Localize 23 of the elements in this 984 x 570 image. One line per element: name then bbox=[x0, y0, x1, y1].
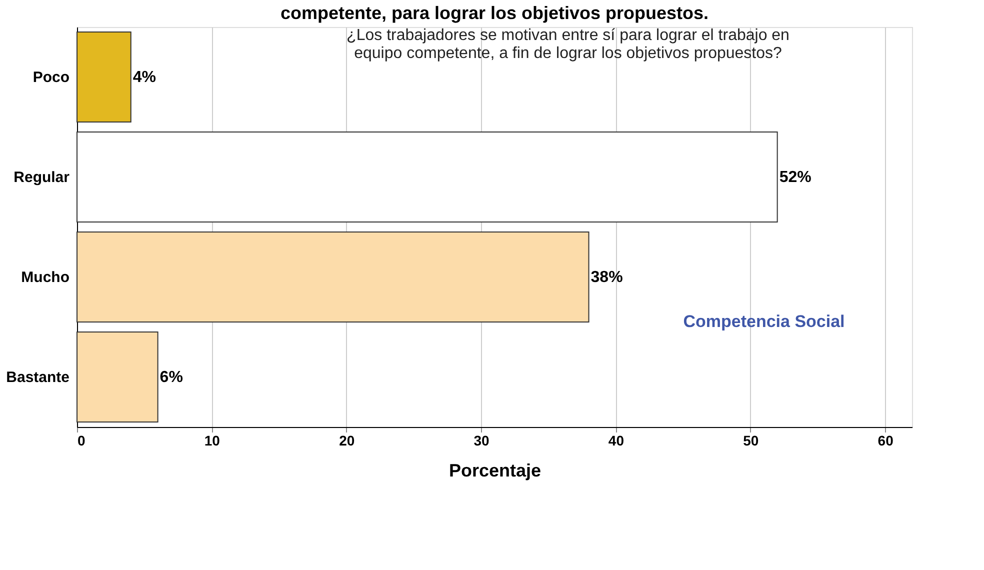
bar bbox=[76, 132, 778, 222]
bar bbox=[76, 232, 590, 322]
x-tick-label: 50 bbox=[743, 432, 759, 448]
y-tick-label: Mucho bbox=[21, 269, 70, 286]
data-label: 52% bbox=[779, 169, 812, 186]
data-label: 4% bbox=[132, 69, 156, 86]
x-tick-label: 30 bbox=[474, 432, 490, 448]
bar bbox=[76, 32, 132, 122]
y-tick-label: Poco bbox=[32, 69, 70, 86]
y-tick-label: Bastante bbox=[6, 369, 70, 386]
x-tick-label: 0 bbox=[78, 432, 86, 448]
data-label: 38% bbox=[590, 269, 623, 286]
x-tick-label: 10 bbox=[204, 432, 220, 448]
x-tick-label: 40 bbox=[608, 432, 624, 448]
x-axis-title: Porcentaje bbox=[448, 460, 542, 480]
annotation: ¿Los trabajadores se motivan entre sí para lograr el trabajo en equipo competente, a fin de lograr los objetivos propuestos? bbox=[346, 27, 790, 62]
annotation: Competencia Social bbox=[683, 312, 845, 331]
chart-title: competente, para lograr los objetivos propuestos. bbox=[280, 3, 709, 23]
data-label: 6% bbox=[160, 369, 183, 386]
bar bbox=[76, 332, 158, 422]
x-tick-label: 60 bbox=[878, 432, 894, 448]
y-tick-label: Regular bbox=[14, 169, 70, 186]
x-tick-label: 20 bbox=[339, 432, 355, 448]
